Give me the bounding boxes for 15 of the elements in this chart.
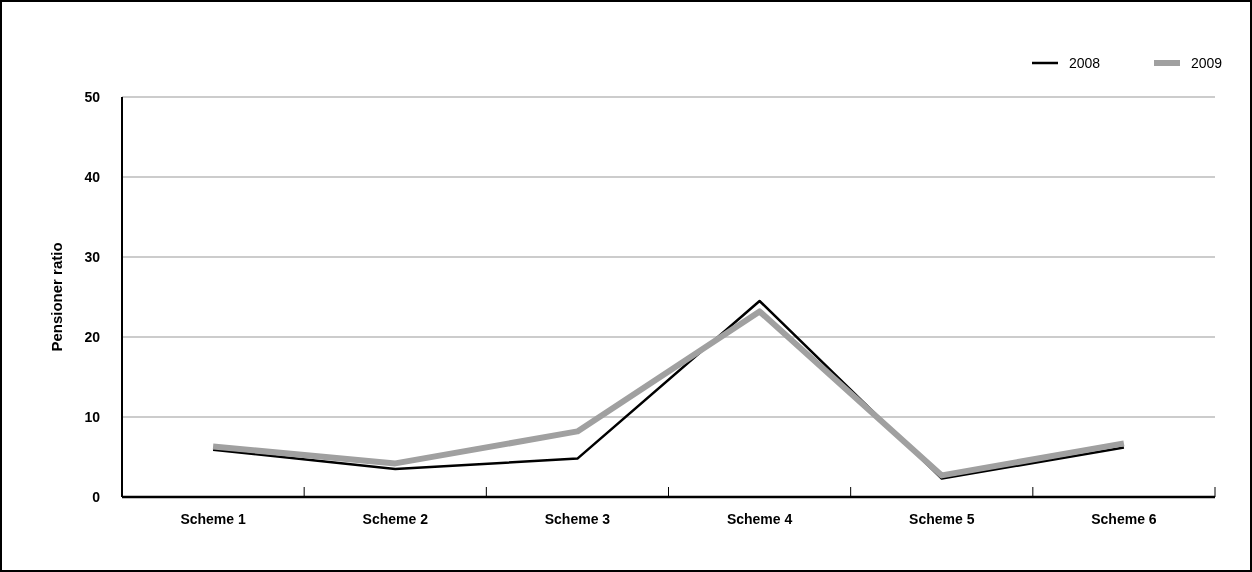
legend-label: 2008 [1069,54,1101,71]
y-tick-label: 40 [84,168,101,185]
y-tick-label: 10 [84,408,101,425]
x-tick-label: Scheme 6 [1091,511,1157,527]
x-tick-label: Scheme 1 [180,511,246,527]
x-tick-label: Scheme 4 [726,511,793,527]
y-tick-label: 20 [84,328,101,345]
y-tick-label: 0 [92,488,101,505]
x-tick-label: Scheme 2 [362,511,429,527]
y-tick-label: 50 [84,88,101,105]
legend-label: 2009 [1191,54,1223,71]
x-tick-label: Scheme 3 [544,511,611,527]
x-tick-label: Scheme 5 [909,511,975,527]
y-axis-title: Pensioner ratio [48,242,65,352]
y-tick-label: 30 [84,248,101,265]
